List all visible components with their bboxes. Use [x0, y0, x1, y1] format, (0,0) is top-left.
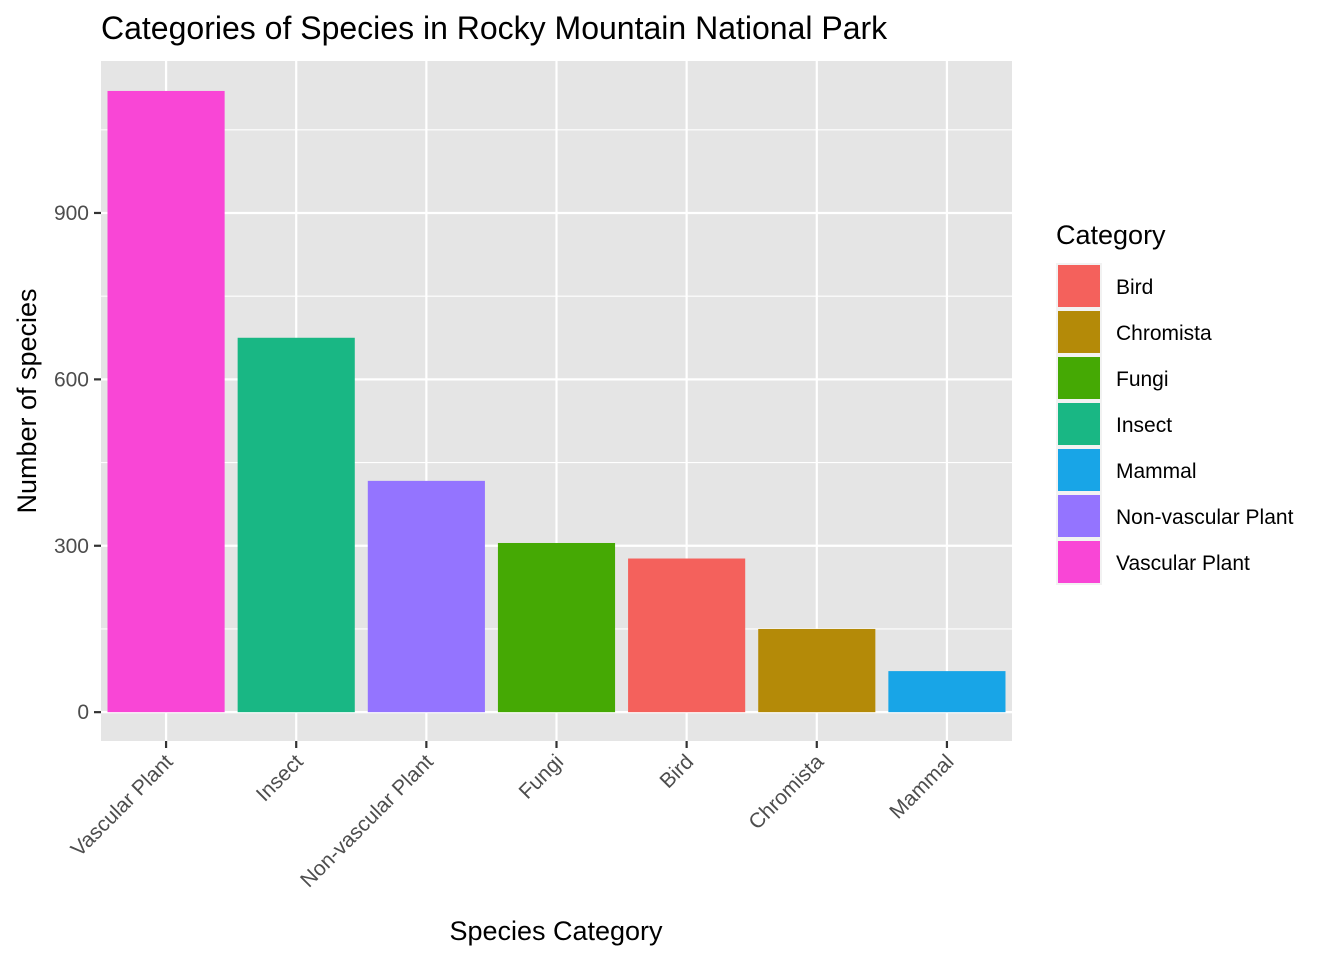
legend-label: Bird	[1116, 276, 1153, 299]
legend-swatch	[1058, 311, 1100, 353]
legend-swatch	[1058, 495, 1100, 537]
bar-fungi	[497, 542, 616, 713]
x-axis-title: Species Category	[449, 916, 663, 946]
bar-non-vascular-plant	[367, 480, 485, 713]
y-tick-label: 600	[54, 368, 89, 391]
bar-insect	[237, 337, 355, 713]
bar-chromista	[758, 628, 876, 713]
x-tick-label: Vascular Plant	[67, 750, 178, 861]
legend-swatch	[1058, 265, 1100, 307]
chart-title: Categories of Species in Rocky Mountain …	[101, 10, 888, 46]
x-tick-label: Chromista	[744, 750, 828, 834]
legend: Category Bird Chromista Fungi Insect Mammal N…	[1056, 220, 1294, 585]
bar-mammal	[888, 671, 1006, 713]
legend-label: Mammal	[1116, 460, 1197, 483]
legend-label: Vascular Plant	[1116, 552, 1250, 575]
y-tick-label: 0	[77, 701, 89, 724]
y-axis-title: Number of species	[12, 288, 42, 513]
legend-label: Fungi	[1116, 368, 1169, 391]
x-tick-label: Mammal	[885, 750, 958, 823]
y-tick-label: 300	[54, 535, 89, 558]
x-tick-label: Bird	[655, 750, 698, 793]
x-tick-label: Fungi	[515, 750, 568, 803]
legend-swatch	[1058, 541, 1100, 583]
bars	[107, 90, 1006, 713]
legend-swatch	[1058, 449, 1100, 491]
legend-label: Insect	[1116, 414, 1172, 437]
legend-swatch	[1058, 357, 1100, 399]
legend-label: Chromista	[1116, 322, 1212, 345]
legend-title: Category	[1056, 220, 1166, 250]
x-tick-label: Insect	[252, 750, 308, 806]
legend-swatch	[1058, 403, 1100, 445]
y-axis: 0 300 600 900	[54, 202, 101, 724]
legend-label: Non-vascular Plant	[1116, 506, 1294, 529]
bar-bird	[628, 558, 746, 713]
bar-vascular-plant	[107, 90, 225, 713]
y-tick-label: 900	[54, 202, 89, 225]
x-tick-label: Non-vascular Plant	[296, 750, 438, 892]
